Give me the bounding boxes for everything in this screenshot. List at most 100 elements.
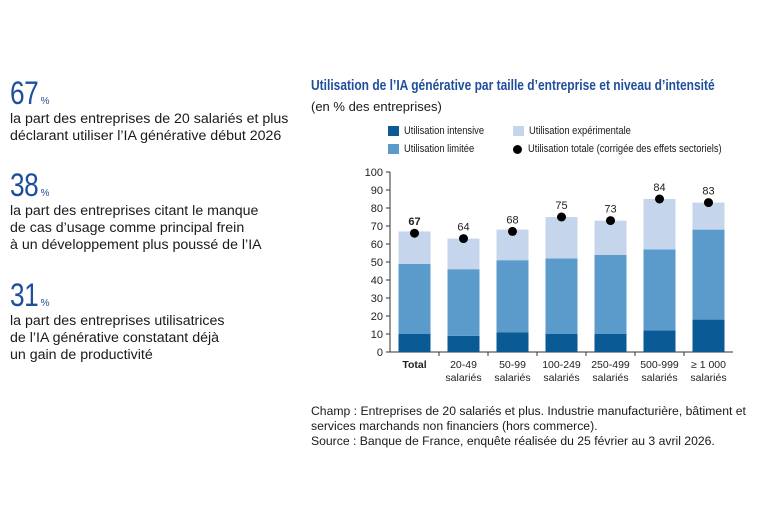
kpi-text-line: de cas d’usage comme principal frein bbox=[10, 220, 245, 236]
kpi-block-productivity: 31 % la part des entreprises utilisatric… bbox=[10, 279, 300, 364]
data-label: 83 bbox=[702, 186, 714, 198]
legend-item-experimental: Utilisation expérimentale bbox=[513, 125, 649, 137]
y-tick-label: 60 bbox=[371, 239, 383, 251]
y-tick-label: 50 bbox=[371, 257, 383, 269]
x-tick-label: 50-99 bbox=[499, 359, 526, 371]
x-tick-label: salariés bbox=[690, 372, 726, 384]
x-tick-label: salariés bbox=[445, 372, 481, 384]
legend-label: Utilisation expérimentale bbox=[529, 125, 631, 137]
legend-label: Utilisation limitée bbox=[404, 143, 475, 155]
y-tick-label: 0 bbox=[377, 347, 383, 359]
legend-label: Utilisation totale (corrigée des effets … bbox=[528, 143, 722, 155]
x-tick-label: salariés bbox=[641, 372, 677, 384]
data-label: 75 bbox=[555, 200, 567, 212]
legend-swatch bbox=[388, 126, 399, 136]
legend-swatch bbox=[513, 126, 524, 136]
kpi-unit: % bbox=[40, 298, 50, 309]
bar-segment bbox=[692, 319, 725, 352]
kpi-value: 31 bbox=[10, 277, 39, 313]
total-dot bbox=[459, 234, 468, 244]
y-tick-label: 80 bbox=[371, 203, 383, 215]
total-dot bbox=[557, 212, 566, 222]
legend-swatch bbox=[388, 144, 399, 154]
x-tick-label: salariés bbox=[543, 372, 579, 384]
bar-segment bbox=[447, 335, 480, 352]
bar-segment bbox=[692, 229, 725, 320]
data-label: 84 bbox=[653, 182, 665, 194]
total-dot bbox=[410, 228, 419, 238]
kpi-text-line: la part des entreprises citant le manque bbox=[10, 203, 259, 219]
kpi-description: la part des entreprises utilisatrices de… bbox=[10, 313, 300, 364]
chart-title: Utilisation de l’IA générative par taill… bbox=[311, 77, 715, 94]
total-dot bbox=[606, 216, 615, 226]
bar-segment bbox=[643, 330, 676, 352]
data-label: 68 bbox=[506, 214, 518, 226]
kpi-text-line: un gain de productivité bbox=[10, 347, 153, 363]
x-tick-label: salariés bbox=[592, 372, 628, 384]
legend-item-intensive: Utilisation intensive bbox=[388, 125, 498, 137]
kpi-figure: 38 % bbox=[10, 169, 300, 201]
kpi-text-line: la part des entreprises utilisatrices bbox=[10, 313, 225, 329]
x-tick-label: Total bbox=[402, 359, 426, 371]
kpi-unit: % bbox=[40, 188, 50, 199]
chart-legend: Utilisation intensive Utilisation expéri… bbox=[388, 124, 758, 158]
y-tick-label: 70 bbox=[371, 221, 383, 233]
kpi-text-line: déclarant utiliser l’IA générative début… bbox=[10, 128, 282, 144]
data-label: 67 bbox=[408, 216, 420, 228]
total-dot bbox=[508, 226, 517, 236]
kpi-text-line: la part des entreprises de 20 salariés e… bbox=[10, 111, 289, 127]
kpi-description: la part des entreprises de 20 salariés e… bbox=[10, 111, 300, 145]
y-tick-label: 40 bbox=[371, 275, 383, 287]
legend-item-total: Utilisation totale (corrigée des effets … bbox=[513, 143, 756, 155]
kpi-description: la part des entreprises citant le manque… bbox=[10, 203, 300, 254]
bar-segment bbox=[447, 238, 480, 270]
note-line: services marchands non financiers (hors … bbox=[311, 419, 598, 433]
bar-segment bbox=[594, 254, 627, 334]
bar-segment bbox=[643, 199, 676, 250]
bar-segment bbox=[594, 220, 627, 255]
chart-subtitle: (en % des entreprises) bbox=[311, 99, 442, 114]
legend-label: Utilisation intensive bbox=[404, 125, 485, 137]
y-tick-label: 100 bbox=[365, 167, 383, 179]
bar-segment bbox=[398, 263, 431, 334]
bar-segment bbox=[545, 258, 578, 334]
y-tick-label: 90 bbox=[371, 185, 383, 197]
kpi-block-usage: 67 % la part des entreprises de 20 salar… bbox=[10, 77, 300, 145]
kpi-figure: 31 % bbox=[10, 279, 300, 311]
legend-item-limited: Utilisation limitée bbox=[388, 143, 487, 155]
chart-notes: Champ : Entreprises de 20 salariés et pl… bbox=[311, 404, 766, 449]
total-dot bbox=[655, 194, 664, 204]
kpi-value: 67 bbox=[10, 75, 39, 111]
kpi-text-line: de l’IA générative constatant déjà bbox=[10, 330, 220, 346]
bar-segment bbox=[643, 249, 676, 331]
kpi-text-line: à un développement plus poussé de l’IA bbox=[10, 237, 262, 253]
kpi-block-barrier: 38 % la part des entreprises citant le m… bbox=[10, 169, 300, 254]
kpi-value: 38 bbox=[10, 167, 39, 203]
bar-segment bbox=[545, 334, 578, 352]
bar-segment bbox=[496, 332, 529, 352]
bar-segment bbox=[398, 334, 431, 352]
y-tick-label: 10 bbox=[371, 329, 383, 341]
total-dot bbox=[704, 198, 713, 208]
bar-segment bbox=[447, 269, 480, 336]
x-tick-label: 250-499 bbox=[591, 359, 630, 371]
y-tick-label: 20 bbox=[371, 311, 383, 323]
data-label: 73 bbox=[604, 204, 616, 216]
stacked-bar-chart: 010203040506070809010067Total6420-49sala… bbox=[365, 167, 733, 384]
bar-segment bbox=[545, 217, 578, 259]
bar-segment bbox=[594, 334, 627, 352]
data-label: 64 bbox=[457, 222, 469, 234]
bar-segment bbox=[496, 260, 529, 333]
note-line: Source : Banque de France, enquête réali… bbox=[311, 434, 715, 448]
kpi-unit: % bbox=[40, 96, 50, 107]
x-tick-label: salariés bbox=[494, 372, 530, 384]
x-tick-label: ≥ 1 000 bbox=[691, 359, 726, 371]
x-tick-label: 100-249 bbox=[542, 359, 581, 371]
x-tick-label: 20-49 bbox=[450, 359, 477, 371]
note-line: Champ : Entreprises de 20 salariés et pl… bbox=[311, 404, 746, 418]
y-tick-label: 30 bbox=[371, 293, 383, 305]
x-tick-label: 500-999 bbox=[640, 359, 679, 371]
kpi-figure: 67 % bbox=[10, 77, 300, 109]
bar-segment bbox=[692, 202, 725, 230]
legend-dot bbox=[513, 144, 522, 154]
